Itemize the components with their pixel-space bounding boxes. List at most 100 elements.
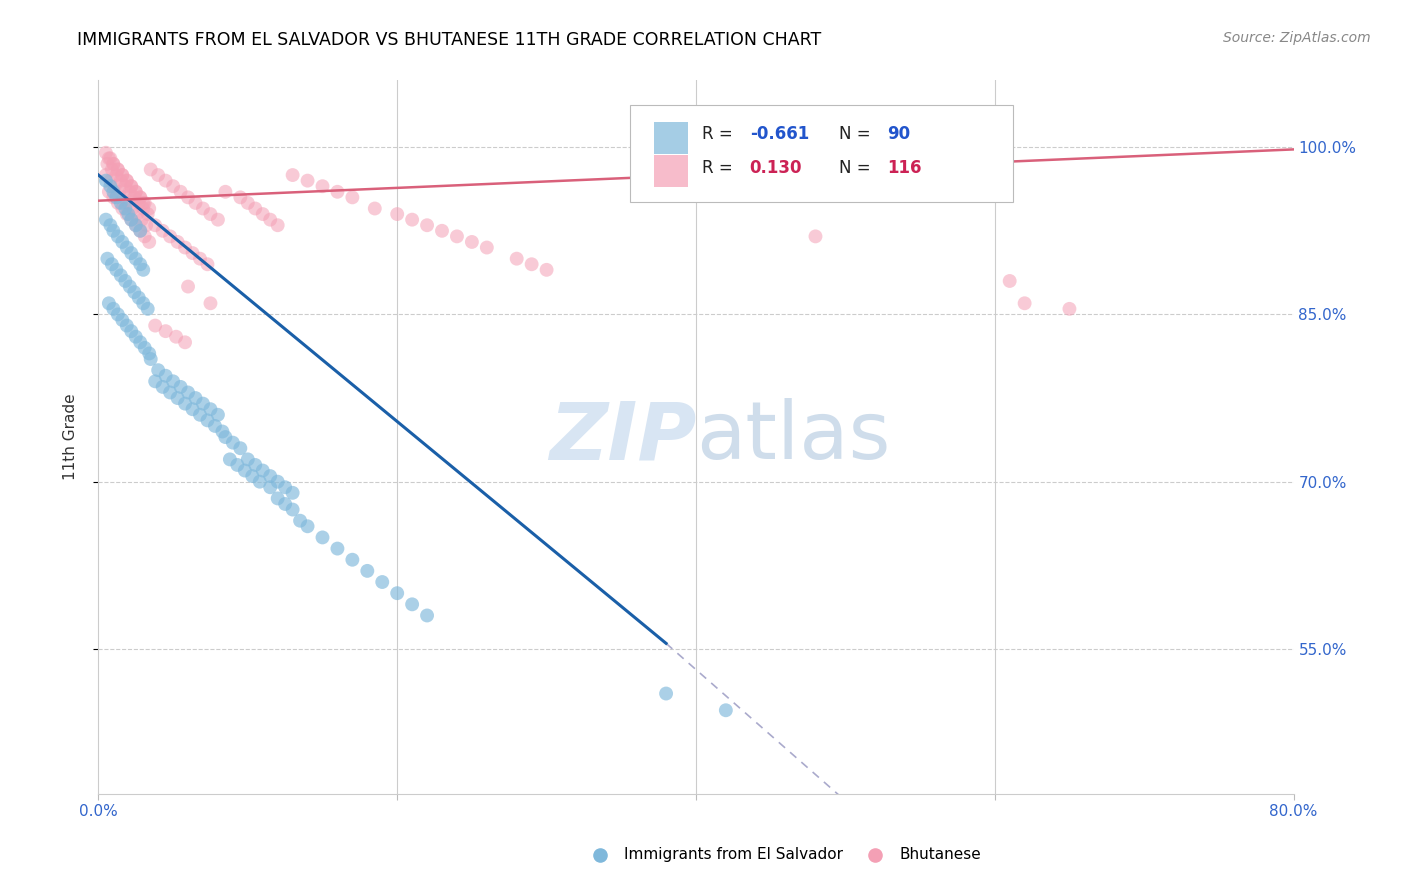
Point — [125, 252, 148, 266]
Text: N =: N = — [839, 159, 876, 177]
Point — [200, 207, 222, 221]
Point — [111, 313, 134, 327]
Point — [101, 257, 124, 271]
Point — [252, 207, 274, 221]
Point — [169, 185, 191, 199]
Point — [214, 430, 236, 444]
Point — [520, 257, 543, 271]
Point — [259, 469, 281, 483]
Point — [259, 480, 281, 494]
Point — [104, 179, 127, 194]
Point — [184, 196, 207, 211]
Point — [446, 229, 468, 244]
Point — [120, 212, 142, 227]
Point — [326, 541, 349, 556]
Point — [132, 263, 155, 277]
Point — [311, 530, 333, 544]
Point — [134, 196, 156, 211]
Point — [207, 408, 229, 422]
Point — [207, 212, 229, 227]
Point — [110, 196, 132, 211]
Text: 116: 116 — [887, 159, 922, 177]
Text: 90: 90 — [887, 125, 910, 143]
Point — [117, 207, 139, 221]
Point — [94, 168, 117, 182]
Point — [356, 564, 378, 578]
Point — [107, 196, 129, 211]
Point — [267, 219, 290, 233]
Point — [111, 168, 134, 182]
Point — [136, 301, 159, 316]
Point — [132, 296, 155, 310]
Point — [165, 330, 187, 344]
Point — [311, 179, 333, 194]
Point — [111, 235, 134, 249]
Point — [138, 346, 160, 360]
Point — [148, 363, 170, 377]
Point — [188, 408, 211, 422]
Point — [129, 224, 152, 238]
Point — [131, 212, 153, 227]
Point — [249, 475, 271, 489]
Point — [177, 385, 200, 400]
Text: R =: R = — [702, 159, 738, 177]
Point — [103, 224, 125, 238]
Point — [125, 330, 148, 344]
Point — [401, 598, 423, 612]
Point — [229, 190, 252, 204]
Point — [115, 241, 138, 255]
Point — [139, 162, 162, 177]
Point — [111, 168, 134, 182]
Point — [120, 179, 142, 194]
FancyBboxPatch shape — [630, 105, 1012, 202]
Point — [98, 152, 122, 166]
Point — [288, 514, 311, 528]
Point — [103, 157, 125, 171]
Point — [96, 252, 118, 266]
Point — [96, 157, 118, 171]
Point — [135, 219, 157, 233]
Point — [94, 212, 117, 227]
Y-axis label: 11th Grade: 11th Grade — [63, 393, 77, 481]
Point — [120, 179, 142, 194]
Point — [138, 202, 160, 216]
Point — [267, 475, 290, 489]
Text: 0.130: 0.130 — [749, 159, 803, 177]
Point — [226, 458, 249, 472]
Point — [475, 241, 498, 255]
Point — [245, 458, 267, 472]
Text: Immigrants from El Salvador: Immigrants from El Salvador — [624, 847, 844, 862]
Point — [1059, 301, 1081, 316]
Point — [103, 157, 125, 171]
Point — [281, 168, 304, 182]
Bar — [654, 155, 688, 187]
Text: ZIP: ZIP — [548, 398, 696, 476]
Point — [139, 352, 162, 367]
Point — [129, 335, 152, 350]
Point — [342, 190, 364, 204]
Point — [103, 190, 125, 204]
Text: Bhutanese: Bhutanese — [900, 847, 981, 862]
Point — [159, 385, 181, 400]
Point — [148, 168, 170, 182]
Point — [1014, 296, 1036, 310]
Point — [506, 252, 529, 266]
Point — [191, 397, 214, 411]
Point — [143, 375, 166, 389]
Point — [114, 202, 136, 216]
Point — [128, 196, 150, 211]
Point — [200, 296, 222, 310]
Point — [364, 202, 387, 216]
Point — [188, 252, 211, 266]
Point — [115, 207, 138, 221]
Point — [114, 179, 136, 194]
Point — [125, 185, 148, 199]
Point — [197, 257, 219, 271]
Point — [655, 687, 678, 701]
Point — [174, 397, 197, 411]
Point — [169, 380, 191, 394]
Point — [120, 324, 142, 338]
Point — [105, 263, 128, 277]
Point — [229, 442, 252, 456]
Point — [110, 174, 132, 188]
